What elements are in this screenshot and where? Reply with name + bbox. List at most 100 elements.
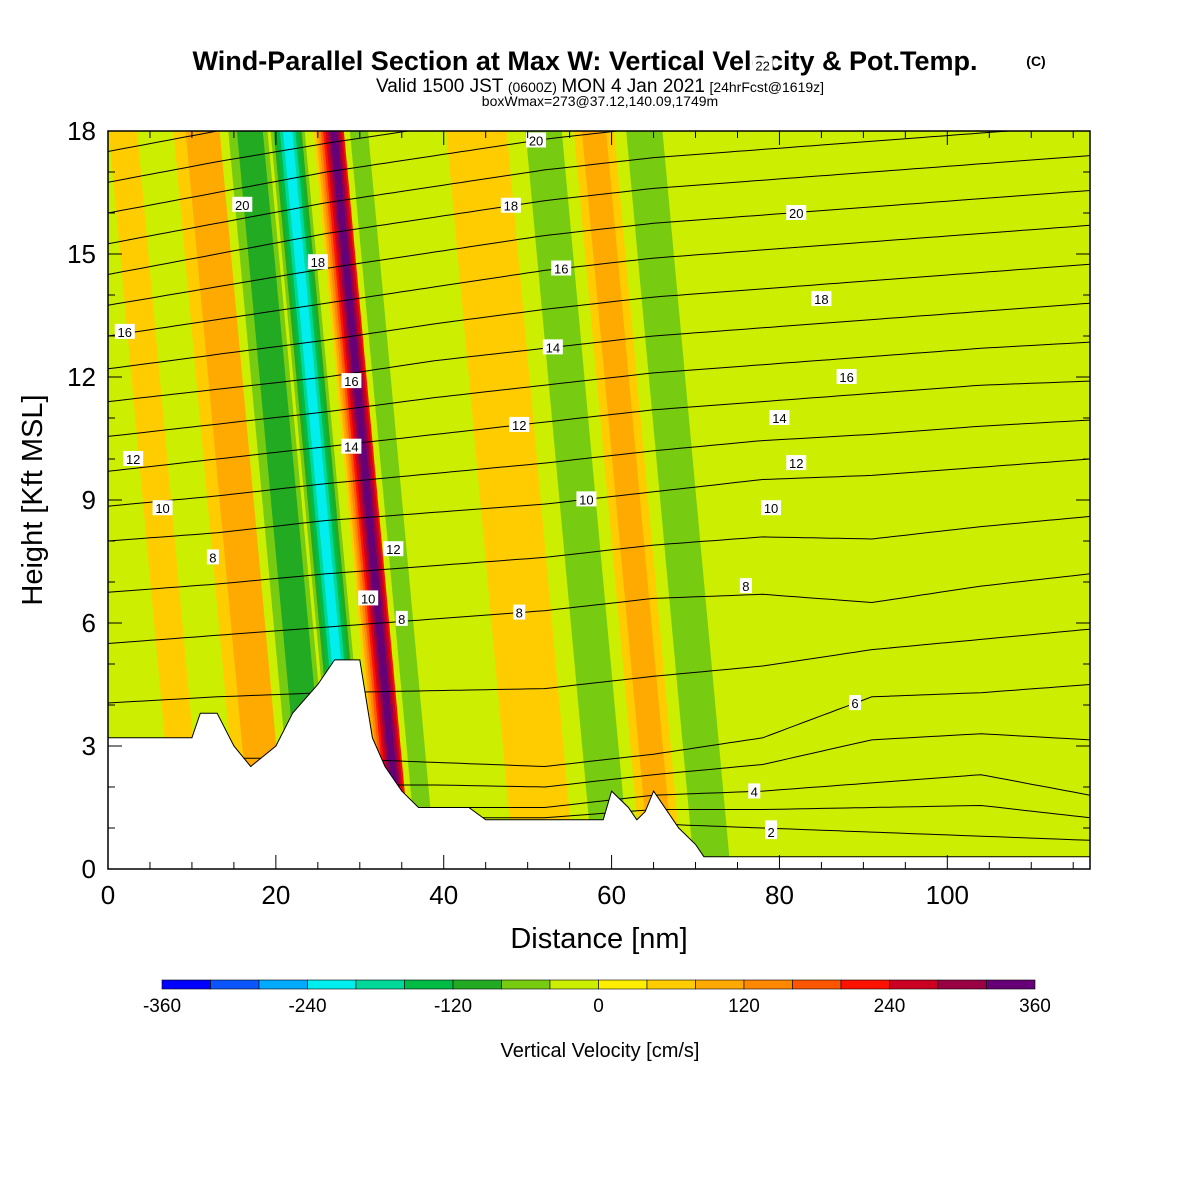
colorbar-tick-label: -360: [143, 996, 181, 1017]
contour-label-bg: [114, 323, 135, 339]
colorbar-swatch: [986, 979, 1036, 990]
velocity-band-0-level-0: [108, 131, 208, 869]
contour-label-bg: [739, 578, 752, 594]
velocity-band-1-level-0: [137, 131, 230, 869]
colorbar-tick-label: 0: [593, 996, 604, 1017]
contour-label-text: 16: [839, 370, 853, 385]
contour-label-text: 18: [311, 255, 325, 270]
y-tick-label: 0: [82, 854, 96, 884]
colorbar: [161, 979, 1036, 990]
theta-contour-20: [108, 131, 622, 214]
contour-label-bg: [341, 373, 362, 389]
y-tick-label: 9: [82, 485, 96, 515]
colorbar-swatch: [840, 979, 890, 990]
y-axis-ticks: 0 3 6 9 12 15 18: [67, 116, 1090, 884]
y-tick-label: 18: [67, 116, 96, 146]
contour-label-text: 16: [344, 374, 358, 389]
contour-label-bg: [307, 254, 328, 270]
contour-label-text: 18: [504, 199, 518, 214]
contour-label-text: 14: [772, 411, 786, 426]
colorbar-swatch: [695, 979, 745, 990]
contour-label-bg: [748, 783, 761, 799]
theta-contour-7: [108, 628, 1090, 704]
contour-label-bg: [542, 339, 563, 355]
contour-label-20: 10: [358, 590, 379, 606]
contour-label-21: 8: [395, 610, 408, 627]
contour-label-7: 16: [551, 260, 572, 277]
contour-label-13: 16: [114, 323, 135, 340]
terrain-mask: [108, 659, 1090, 869]
theta-contour-8: [108, 573, 1090, 644]
plot-area: [108, 131, 1090, 869]
colorbar-tick-label: -240: [288, 996, 326, 1017]
y-tick-label: 6: [82, 608, 96, 638]
contour-label-17: 10: [152, 500, 173, 516]
contour-label-5: 12: [509, 416, 530, 433]
theta-contour-16: [108, 224, 1090, 337]
y-axis-label: Height [Kft MSL]: [17, 394, 49, 605]
colorbar-swatch: [937, 979, 987, 990]
velocity-band-6-level-1: [349, 131, 437, 869]
colorbar-label: Vertical Velocity [cm/s]: [501, 1040, 700, 1062]
chart-title: Wind-Parallel Section at Max W: Vertical…: [193, 46, 978, 76]
contour-label-24: 16: [836, 369, 857, 385]
theta-contour-9: [108, 515, 1090, 593]
contour-label-bg: [395, 610, 408, 626]
contour-label-text: 10: [764, 501, 778, 516]
colorbar-tick-label: -120: [434, 996, 472, 1017]
contour-label-9: 20: [526, 132, 547, 148]
theta-contour-13: [108, 341, 1090, 437]
y-tick-label: 3: [82, 731, 96, 761]
contour-label-26: 12: [786, 455, 807, 471]
contour-label-29: 2: [765, 824, 778, 840]
x-tick-label: 0: [101, 880, 115, 910]
velocity-band-9-level-1: [581, 131, 675, 869]
contour-label-bg: [358, 590, 379, 606]
contour-label-text: 12: [126, 452, 140, 467]
contour-label-text: 10: [579, 492, 593, 507]
theta-contour-15: [108, 263, 1090, 370]
x-tick-label: 100: [926, 880, 969, 910]
contour-label-text: 8: [209, 550, 216, 565]
contour-label-text: 22: [755, 58, 769, 73]
contour-label-3: 8: [513, 604, 526, 621]
x-tick-label: 20: [261, 880, 290, 910]
contour-label-bg: [836, 369, 857, 384]
velocity-band-3-level-2: [236, 131, 331, 869]
subtitle-valid: Valid 1500 JST: [376, 76, 504, 97]
colorbar-swatch: [598, 979, 648, 990]
contour-label-15: 14: [341, 438, 362, 455]
x-tick-label: 40: [429, 880, 458, 910]
x-tick-label: 60: [597, 880, 626, 910]
colorbar-swatch: [307, 979, 357, 990]
contour-label-bg: [551, 260, 572, 276]
contour-label-bg: [500, 197, 521, 213]
title-copyright-mark: (C): [1026, 53, 1045, 69]
colorbar-tick-label: 360: [1019, 996, 1051, 1017]
contour-label-bg: [848, 695, 861, 711]
contour-labels: 2 4 6 8 10 12 14 16 18 20 22 20 18 16 16 14 12 10 8 12 10 8 20…: [114, 57, 861, 840]
chart-subtitle: Valid 1500 JST (0600Z) MON 4 Jan 2021 [2…: [376, 76, 824, 97]
contour-label-text: 14: [546, 340, 560, 355]
contour-label-text: 12: [386, 542, 400, 557]
subtitle-date: MON 4 Jan 2021: [561, 76, 705, 97]
contour-label-4: 10: [576, 491, 597, 507]
y-tick-label: 12: [67, 362, 96, 392]
subtitle-forecast: [24hrFcst@1619z]: [709, 79, 824, 95]
theta-contour-14: [108, 302, 1090, 403]
contour-label-text: 12: [789, 456, 803, 471]
contour-label-12: 18: [307, 254, 328, 270]
contour-label-text: 20: [789, 206, 803, 221]
theta-contour-11: [108, 419, 1090, 507]
contour-label-bg: [341, 438, 362, 454]
contour-label-bg: [206, 549, 219, 565]
colorbar-swatch: [792, 979, 842, 990]
colorbar-swatch: [210, 979, 260, 990]
colorbar-swatch: [646, 979, 696, 990]
contour-label-text: 8: [516, 606, 523, 621]
colorbar-swatch: [355, 979, 405, 990]
x-axis-label: Distance [nm]: [510, 923, 687, 955]
contour-label-text: 8: [398, 612, 405, 627]
contour-label-bg: [786, 455, 807, 471]
